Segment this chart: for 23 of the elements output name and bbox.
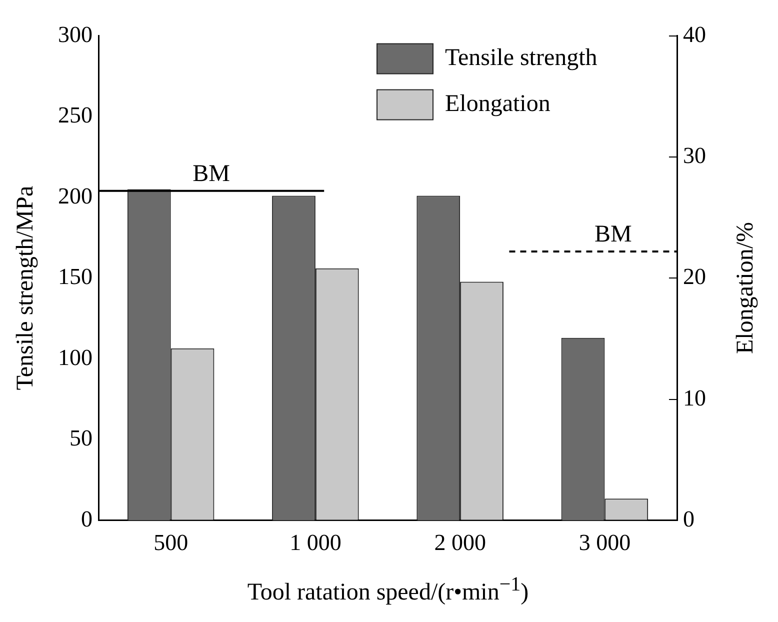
y2-axis-title: Elongation/% (732, 222, 760, 354)
x-tick-label: 1 000 (290, 530, 342, 556)
y2-tick-label: 30 (683, 142, 706, 168)
y-tick-label: 300 (58, 22, 92, 47)
y-tick-label: 100 (58, 344, 92, 370)
legend-label: Elongation (445, 91, 550, 118)
y2-tick-label: 40 (683, 22, 706, 47)
ref-line-label: BM (192, 161, 230, 188)
y2-tick-label: 20 (683, 264, 706, 290)
x-tick-label: 2 000 (434, 530, 486, 556)
y2-tick-label: 0 (683, 506, 694, 532)
y-tick-label: 50 (70, 426, 92, 451)
x-tick-label: 500 (154, 530, 188, 556)
x-axis-title: Tool ratation speed/(r•min$^{−1}$) (247, 574, 529, 606)
ref-line-label: BM (594, 222, 632, 248)
y-axis-title: Tensile strength/MPa (12, 186, 40, 390)
legend-label: Tensile strength (445, 45, 598, 72)
y-tick-label: 200 (58, 183, 92, 208)
x-tick-label: 3 000 (578, 530, 631, 556)
y-tick-label: 150 (58, 264, 92, 290)
y-tick-label: 250 (58, 102, 92, 128)
y-tick-label: 0 (81, 506, 92, 532)
y2-tick-label: 10 (683, 385, 706, 410)
